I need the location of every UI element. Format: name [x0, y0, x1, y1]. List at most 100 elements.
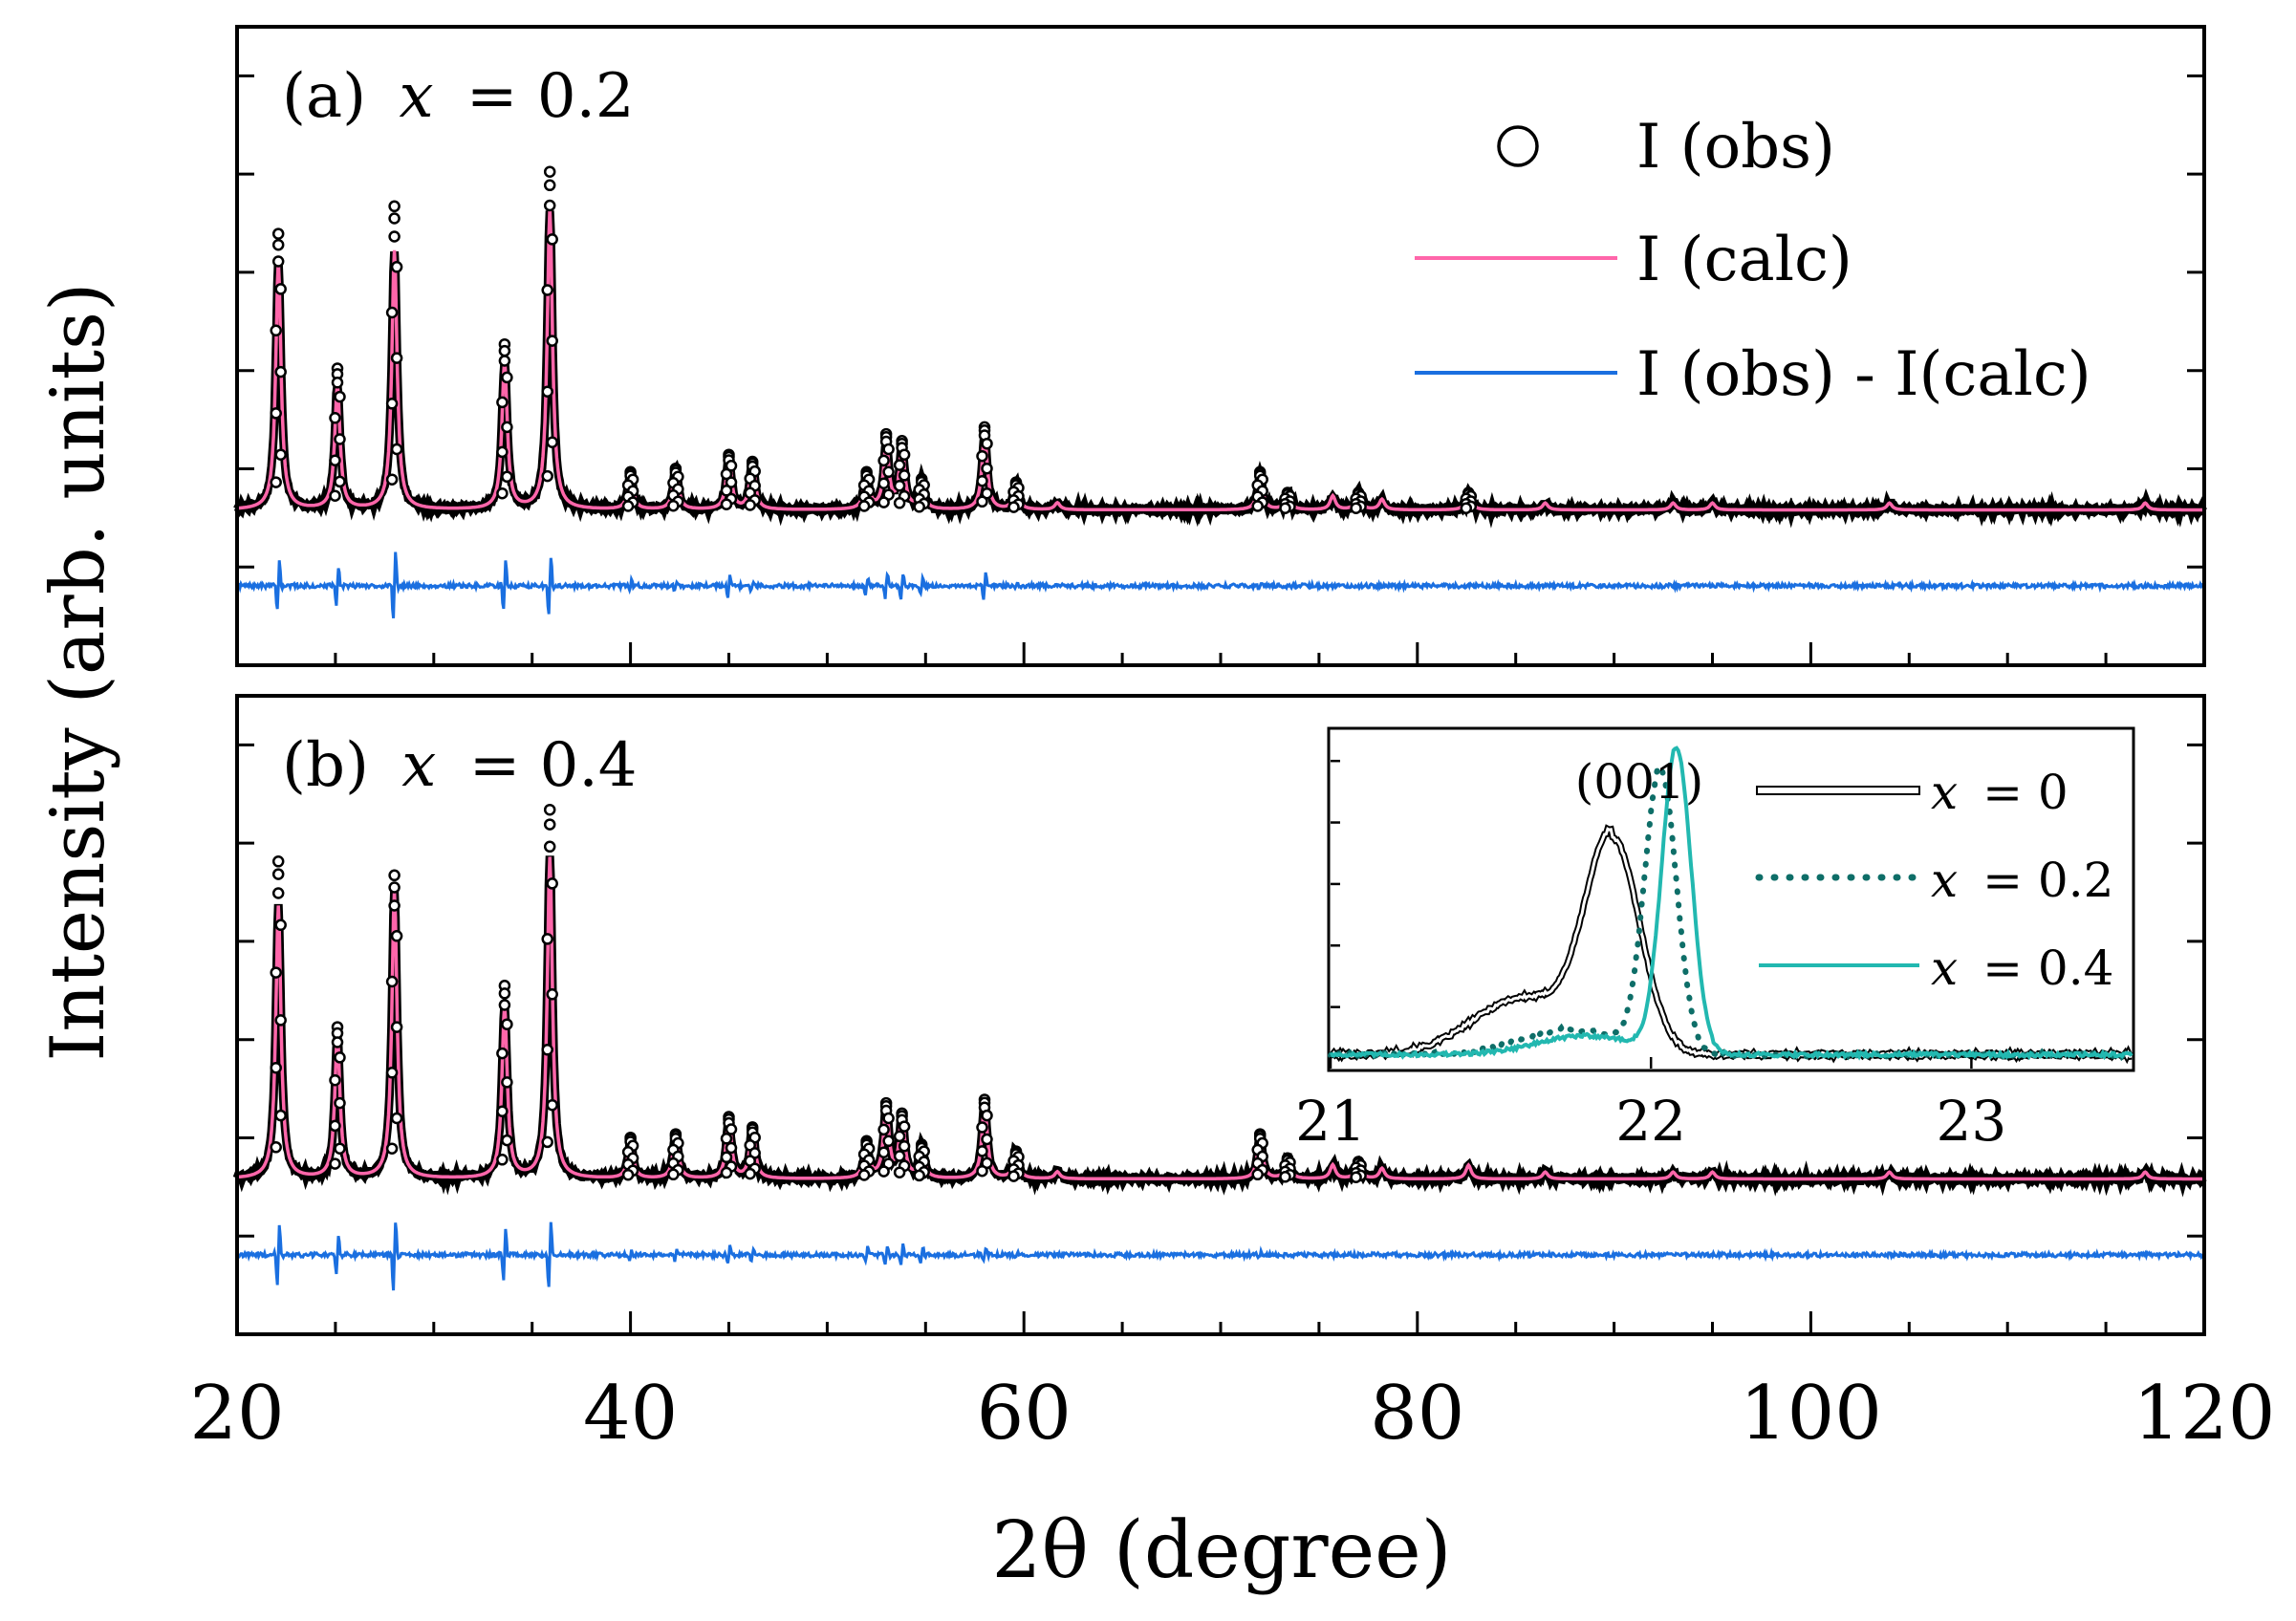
obs-point: [546, 1098, 558, 1112]
x-tick-label: 120: [2134, 1371, 2276, 1457]
panel-b-title: (b) x = 0.4: [282, 730, 637, 801]
obs-point: [496, 1047, 509, 1060]
obs-point: [1279, 1171, 1291, 1183]
obs-point: [390, 352, 403, 364]
obs-point: [498, 344, 511, 357]
panel-b-obs-peak-0: [270, 855, 287, 1154]
panel-a-obs-peak-4: [541, 165, 558, 483]
panel-b-obs-peak-11: [893, 1107, 911, 1178]
x-tick-label: 20: [189, 1371, 284, 1457]
obs-point: [1460, 502, 1473, 514]
obs-point: [385, 398, 399, 410]
panel-a-obs-peak-1: [329, 362, 346, 502]
obs-point: [877, 454, 890, 467]
obs-point: [913, 501, 925, 513]
obs-point: [271, 227, 285, 240]
obs-point: [388, 869, 401, 882]
inset-legend-x0-label: x = 0: [1931, 765, 2069, 820]
obs-point: [334, 433, 346, 445]
obs-point: [541, 469, 553, 483]
panel-a-obs-peak-10: [877, 427, 895, 508]
obs-point: [388, 899, 401, 912]
obs-point: [390, 930, 403, 942]
panel-a-obs-peak-13: [976, 421, 993, 508]
panel-a-obs-peak-12: [913, 472, 930, 513]
obs-point: [385, 306, 399, 319]
panel-b-obs-peak-4: [541, 803, 558, 1149]
obs-point: [270, 1141, 282, 1154]
obs-point: [329, 412, 341, 424]
obs-point: [621, 1168, 635, 1181]
obs-point: [981, 462, 993, 475]
obs-point: [877, 477, 890, 489]
obs-point: [981, 1109, 993, 1122]
x-tick-label: 60: [977, 1371, 1072, 1457]
obs-point: [274, 365, 287, 378]
obs-point: [329, 489, 341, 502]
obs-point: [496, 1154, 509, 1166]
inset-legend-x0-value: = 0: [1982, 765, 2069, 820]
obs-point: [334, 1051, 346, 1064]
obs-point: [893, 497, 906, 509]
obs-point: [331, 377, 344, 389]
obs-point: [496, 1105, 509, 1117]
obs-point: [271, 238, 285, 251]
obs-point: [334, 1142, 346, 1155]
obs-point: [720, 1166, 733, 1179]
obs-point: [546, 233, 558, 246]
inset-legend-x04-var: x: [1931, 940, 1958, 996]
obs-point: [720, 1133, 733, 1145]
obs-point: [621, 500, 635, 512]
panel-a-obs-peak-17: [1279, 486, 1296, 514]
obs-point: [543, 803, 556, 816]
panel-b-diff-line: [235, 1221, 2205, 1291]
obs-point: [744, 1167, 756, 1180]
obs-point: [877, 1146, 890, 1158]
panel-b-obs-peak-13: [976, 1093, 993, 1178]
obs-point: [274, 283, 287, 295]
panel-b-title-var: x: [401, 730, 436, 801]
obs-point: [390, 1021, 403, 1033]
x-axis-tick-labels: 20 40 60 80 100 120: [189, 1371, 2275, 1457]
panel-b-ticks: [235, 743, 2206, 1334]
obs-point: [501, 1076, 513, 1089]
inset-x-tick-label: 21: [1295, 1089, 1366, 1154]
x-axis-label: 2θ (degree): [991, 1505, 1451, 1596]
panel-a-obs-peak-21: [1460, 486, 1478, 514]
obs-point: [541, 933, 553, 945]
legend-calc-label: I (calc): [1636, 225, 1852, 295]
obs-point: [976, 1121, 988, 1134]
obs-point: [1251, 500, 1264, 512]
obs-point: [898, 448, 911, 461]
panel-a-obs-peak-6: [667, 462, 684, 512]
legend-obs-marker: [1497, 125, 1539, 167]
panel-b-obs-peak-12: [913, 1138, 930, 1182]
x-tick-label: 40: [583, 1371, 678, 1457]
obs-point: [501, 1018, 513, 1030]
obs-point: [270, 407, 282, 420]
inset-chart: 21 22 23 (001) x = 0 x = 0.2 x = 0.4: [1295, 726, 2135, 1154]
obs-point: [1251, 1168, 1264, 1181]
inset-legend-x02-label: x = 0.2: [1931, 853, 2113, 908]
y-axis-label: Intensity (arb. units): [35, 283, 121, 1062]
obs-point: [274, 1014, 287, 1027]
obs-point: [1350, 1171, 1362, 1183]
obs-point: [334, 1096, 346, 1110]
obs-point: [882, 1112, 895, 1125]
x-tick-label: 100: [1740, 1371, 1882, 1457]
panel-b-obs-peak-10: [877, 1096, 895, 1178]
obs-point: [720, 498, 733, 510]
inset-legend-x02-var: x: [1931, 853, 1958, 908]
inset-legend-x04-value: = 0.4: [1982, 940, 2113, 996]
panel-b-obs-peak-16: [1251, 1128, 1268, 1181]
obs-point: [385, 975, 399, 988]
obs-point: [725, 1123, 738, 1135]
panel-a-obs-peak-0: [270, 227, 287, 488]
inset-series-x04: [1330, 746, 2134, 1061]
panel-b-title-prefix: (b): [282, 730, 369, 801]
inset-legend-x02-value: = 0.2: [1982, 853, 2113, 908]
obs-point: [898, 469, 911, 482]
inset-ticks: 21 22 23: [1295, 759, 2006, 1154]
panel-b-obs-peak-5: [621, 1131, 639, 1181]
